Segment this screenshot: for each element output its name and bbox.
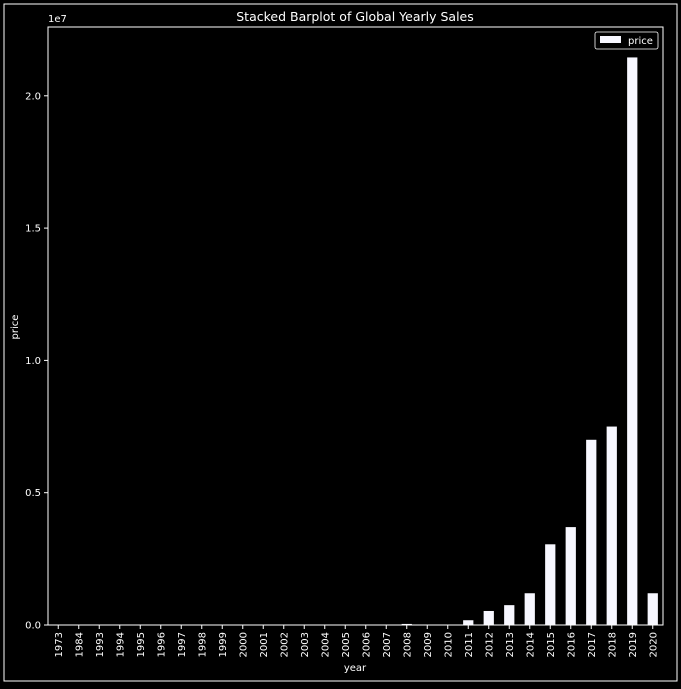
y-tick-label: 1.5 — [25, 224, 41, 235]
x-tick-label-1994: 1994 — [115, 632, 126, 657]
x-tick-label-2004: 2004 — [320, 632, 331, 657]
y-ticks: 0.0 0.5 1.0 1.5 2.0 — [25, 91, 48, 632]
figure-border — [3, 3, 678, 682]
y-tick-label: 0.0 — [25, 621, 41, 632]
x-axis-label: year — [344, 663, 367, 674]
x-tick-label-1993: 1993 — [95, 632, 106, 657]
x-tick-label-2001: 2001 — [259, 632, 270, 657]
x-tick-label-1998: 1998 — [197, 632, 208, 657]
y-axis-offset-label: 1e7 — [48, 14, 67, 25]
legend-label-price: price — [628, 36, 653, 47]
y-tick-label: 2.0 — [25, 91, 41, 102]
x-tick-label-1973: 1973 — [54, 632, 65, 657]
bar-2011 — [463, 620, 474, 625]
bar-2013 — [504, 605, 515, 625]
bar-2012 — [483, 610, 494, 625]
x-tick-label-2017: 2017 — [587, 632, 598, 657]
x-tick-label-2000: 2000 — [238, 632, 249, 657]
x-tick-label-2005: 2005 — [341, 632, 352, 657]
x-tick-label-2013: 2013 — [505, 632, 516, 657]
x-tick-label-2020: 2020 — [648, 632, 659, 657]
x-tick-label-2016: 2016 — [566, 632, 577, 657]
legend: price — [594, 31, 659, 50]
chart-title: Stacked Barplot of Global Yearly Sales — [236, 9, 474, 24]
x-tick-label-2015: 2015 — [546, 632, 557, 657]
x-tick-label-2006: 2006 — [361, 632, 372, 657]
x-tick-label-2014: 2014 — [525, 632, 536, 657]
bar-2014 — [524, 593, 535, 625]
x-tick-label-2019: 2019 — [628, 632, 639, 657]
y-tick-label: 0.5 — [25, 488, 41, 499]
x-tick-label-1999: 1999 — [218, 632, 229, 657]
y-axis-label: price — [10, 315, 21, 340]
plot-frame — [47, 26, 664, 626]
x-tick-label-1984: 1984 — [74, 632, 85, 657]
legend-swatch-price — [600, 36, 621, 43]
bar-2016 — [565, 527, 576, 625]
bar-2019 — [627, 57, 638, 626]
x-tick-label-2002: 2002 — [279, 632, 290, 657]
x-tick-label-1996: 1996 — [156, 632, 167, 657]
x-tick-label-1995: 1995 — [136, 632, 147, 657]
y-tick-label: 1.0 — [25, 356, 41, 367]
bars-layer — [401, 57, 658, 626]
x-tick-label-2003: 2003 — [300, 632, 311, 657]
x-tick-label-2018: 2018 — [607, 632, 618, 657]
bar-2008 — [401, 623, 412, 625]
x-tick-label-2011: 2011 — [464, 632, 475, 657]
x-tick-label-2012: 2012 — [484, 632, 495, 657]
bar-2015 — [545, 544, 556, 625]
bar-2017 — [586, 439, 597, 625]
x-tick-label-1997: 1997 — [177, 632, 188, 657]
x-tick-label-2009: 2009 — [423, 632, 434, 657]
bar-2018 — [606, 426, 617, 625]
bar-2020 — [647, 593, 658, 625]
x-tick-label-2008: 2008 — [402, 632, 413, 657]
x-tick-label-2007: 2007 — [382, 632, 393, 657]
x-ticks: 1973 1984 1993 1994 1995 1996 1997 1998 1999 2000… — [54, 625, 659, 657]
x-tick-label-2010: 2010 — [443, 632, 454, 657]
